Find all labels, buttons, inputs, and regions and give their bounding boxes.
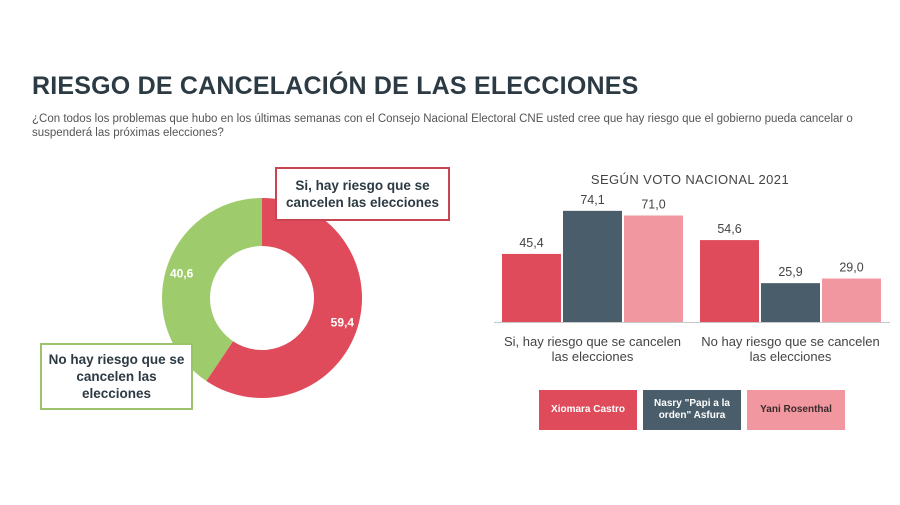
bar-1-1 bbox=[761, 283, 820, 322]
bar-value-label-1-1: 25,9 bbox=[778, 265, 802, 279]
legend-yani-rosenthal: Yani Rosenthal bbox=[747, 390, 845, 430]
bar-value-label-1-0: 54,6 bbox=[717, 222, 741, 236]
category-label-0: Si, hay riesgo que se cancelen las elecci… bbox=[504, 334, 681, 364]
bar-chart-title: SEGÚN VOTO NACIONAL 2021 bbox=[590, 172, 790, 187]
donut-slice-1 bbox=[161, 198, 262, 382]
bar-value-label-1-2: 29,0 bbox=[839, 261, 863, 275]
donut-value-label-0: 59,4 bbox=[331, 315, 355, 329]
donut-slice-0 bbox=[206, 198, 362, 398]
bar-value-label-0-1: 74,1 bbox=[580, 193, 604, 207]
bar-0-1 bbox=[563, 210, 622, 322]
donut-callout-no: No hay riesgo que se cancelen las elecci… bbox=[40, 343, 193, 410]
bar-1-0 bbox=[700, 240, 759, 322]
donut-value-label-1: 40,6 bbox=[170, 267, 194, 281]
bar-0-0 bbox=[502, 253, 561, 322]
donut-callout-yes: Si, hay riesgo que se cancelen las elecc… bbox=[275, 167, 450, 221]
survey-question: ¿Con todos los problemas que hubo en los… bbox=[32, 113, 853, 139]
bar-1-2 bbox=[822, 278, 881, 322]
bar-value-label-0-2: 71,0 bbox=[641, 198, 665, 212]
bar-0-2 bbox=[624, 215, 683, 322]
bar-value-label-0-0: 45,4 bbox=[519, 236, 543, 250]
chart-title: RIESGO DE CANCELACIÓN DE LAS ELECCIONES bbox=[32, 72, 639, 100]
legend-xiomara-castro: Xiomara Castro bbox=[539, 390, 637, 430]
legend-nasry-asfura: Nasry "Papi a la orden" Asfura bbox=[643, 390, 741, 430]
category-label-1: No hay riesgo que se cancelen las eleccio… bbox=[701, 334, 880, 364]
